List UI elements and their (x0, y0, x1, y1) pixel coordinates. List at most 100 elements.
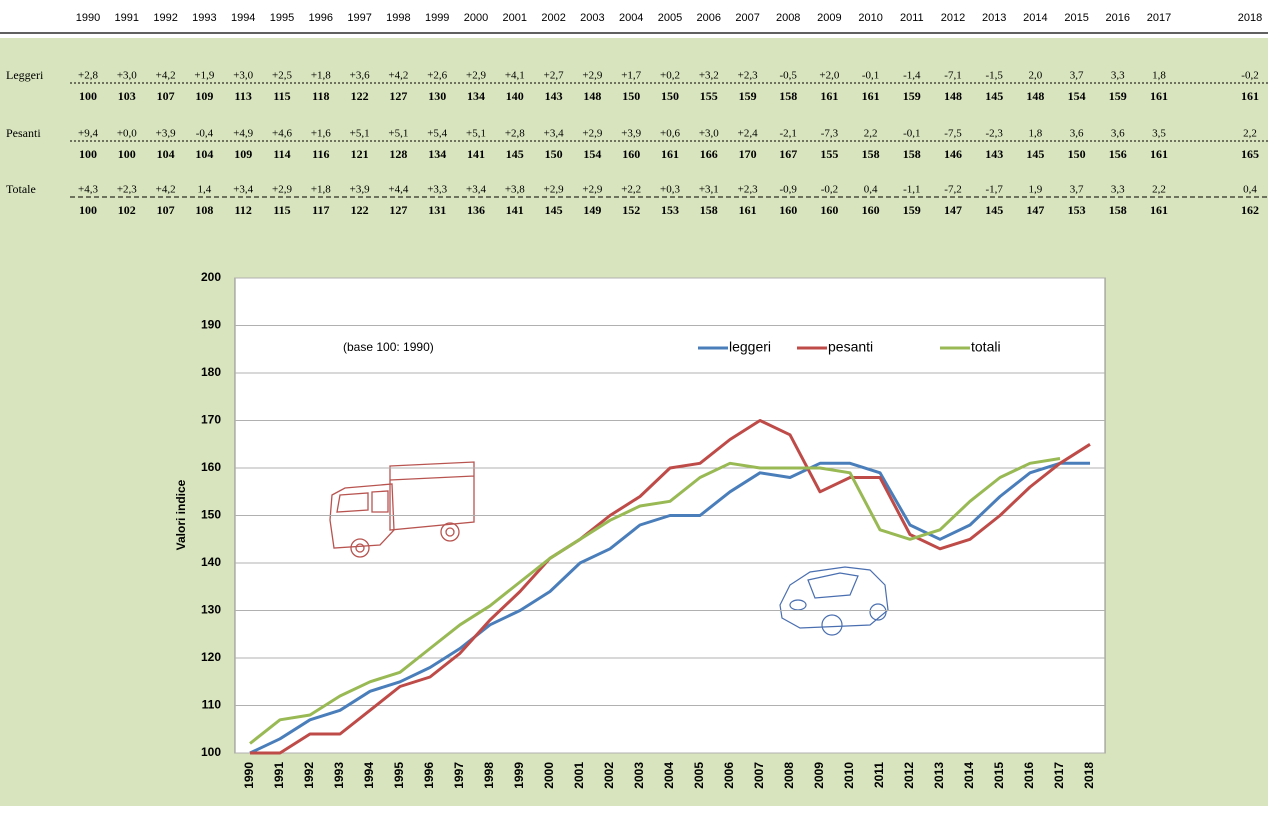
index-cell: 148 (1026, 89, 1044, 103)
x-tick-label: 1997 (452, 762, 466, 789)
change-cell: -1,1 (903, 184, 920, 196)
change-cell: +1,8 (311, 184, 331, 196)
change-cell: -7,2 (944, 184, 961, 196)
index-cell: 100 (79, 203, 97, 217)
index-cell: 145 (985, 89, 1003, 103)
change-cell: +4,4 (388, 184, 408, 196)
change-cell: +3,0 (233, 70, 253, 82)
change-cell: +0,6 (660, 128, 680, 140)
change-cell: +5,1 (388, 128, 408, 140)
index-cell: 145 (1026, 147, 1044, 161)
index-cell: 148 (944, 89, 962, 103)
y-tick-label: 180 (201, 365, 221, 379)
change-cell: +0,3 (660, 184, 680, 196)
y-tick-label: 170 (201, 413, 221, 427)
y-axis-label: Valori indice (174, 479, 188, 550)
change-cell: -0,4 (196, 128, 214, 140)
index-cell: 107 (157, 203, 175, 217)
x-tick-label: 1994 (362, 762, 376, 789)
index-cell: 160 (820, 203, 838, 217)
y-tick-label: 100 (201, 745, 221, 759)
year-header: 2001 (503, 12, 527, 24)
index-cell: 161 (661, 147, 679, 161)
x-tick-label: 2009 (812, 762, 826, 789)
year-header: 1999 (425, 12, 449, 24)
year-header: 2006 (697, 12, 721, 24)
change-cell: +3,3 (427, 184, 447, 196)
year-header: 1990 (76, 12, 100, 24)
x-tick-label: 2002 (602, 762, 616, 789)
index-cell: 160 (622, 147, 640, 161)
x-tick-label: 2015 (992, 762, 1006, 789)
change-cell: -0,1 (903, 128, 920, 140)
index-cell: 153 (1068, 203, 1086, 217)
change-cell: 0,4 (1243, 184, 1257, 196)
index-cell: 153 (661, 203, 679, 217)
x-tick-label: 2018 (1082, 762, 1096, 789)
index-cell: 121 (351, 147, 369, 161)
x-tick-label: 1991 (272, 762, 286, 789)
index-cell: 145 (985, 203, 1003, 217)
change-cell: -7,5 (944, 128, 962, 140)
index-cell: 130 (428, 89, 446, 103)
change-cell: +2,3 (117, 184, 137, 196)
index-cell: 109 (234, 147, 252, 161)
change-cell: -2,3 (985, 128, 1003, 140)
change-cell: +3,4 (233, 184, 253, 196)
index-cell: 161 (820, 89, 838, 103)
change-cell: 3,5 (1152, 128, 1166, 140)
year-header: 2009 (817, 12, 841, 24)
index-cell: 150 (545, 147, 563, 161)
change-cell: 0,4 (864, 184, 878, 196)
index-cell: 140 (506, 89, 524, 103)
index-cell: 158 (862, 147, 880, 161)
index-cell: 159 (903, 203, 921, 217)
year-header: 2017 (1147, 12, 1171, 24)
change-cell: +2,9 (544, 184, 564, 196)
change-cell: 3,3 (1111, 184, 1125, 196)
change-cell: -1,4 (903, 70, 921, 82)
change-cell: +1,9 (194, 70, 214, 82)
change-cell: +2,9 (272, 184, 292, 196)
change-cell: +3,4 (544, 128, 564, 140)
index-cell: 150 (1068, 147, 1086, 161)
x-tick-label: 2011 (872, 762, 886, 788)
change-cell: +3,0 (117, 70, 137, 82)
change-cell: +4,3 (78, 184, 98, 196)
change-cell: -7,1 (944, 70, 961, 82)
index-cell: 134 (428, 147, 446, 161)
year-header: 1994 (231, 12, 255, 24)
index-cell: 159 (739, 89, 757, 103)
index-cell: 161 (739, 203, 757, 217)
year-header: 2000 (464, 12, 488, 24)
index-cell: 115 (273, 203, 290, 217)
y-tick-label: 190 (201, 318, 221, 332)
change-cell: 1,9 (1029, 184, 1043, 196)
index-cell: 160 (779, 203, 797, 217)
year-header: 2002 (541, 12, 565, 24)
index-cell: 104 (157, 147, 175, 161)
change-cell: 1,8 (1029, 128, 1043, 140)
change-cell: 3,6 (1070, 128, 1084, 140)
change-cell: +3,9 (621, 128, 641, 140)
index-cell: 109 (195, 89, 213, 103)
index-cell: 128 (389, 147, 407, 161)
change-cell: +1,6 (311, 128, 331, 140)
x-tick-label: 1998 (482, 762, 496, 789)
change-cell: +1,7 (621, 70, 641, 82)
x-tick-label: 1995 (392, 762, 406, 789)
change-cell: +3,8 (505, 184, 525, 196)
year-header: 2003 (580, 12, 604, 24)
change-cell: -0,9 (779, 184, 797, 196)
change-cell: 2,2 (864, 128, 878, 140)
year-header: 1997 (347, 12, 371, 24)
legend-label: leggeri (729, 339, 771, 355)
change-cell: +2,9 (466, 70, 486, 82)
change-cell: +4,2 (388, 70, 408, 82)
change-cell: 3,6 (1111, 128, 1125, 140)
x-tick-label: 2016 (1022, 762, 1036, 789)
x-tick-label: 2006 (722, 762, 736, 789)
change-cell: +4,9 (233, 128, 253, 140)
change-cell: +3,0 (699, 128, 719, 140)
change-cell: +2,9 (582, 70, 602, 82)
